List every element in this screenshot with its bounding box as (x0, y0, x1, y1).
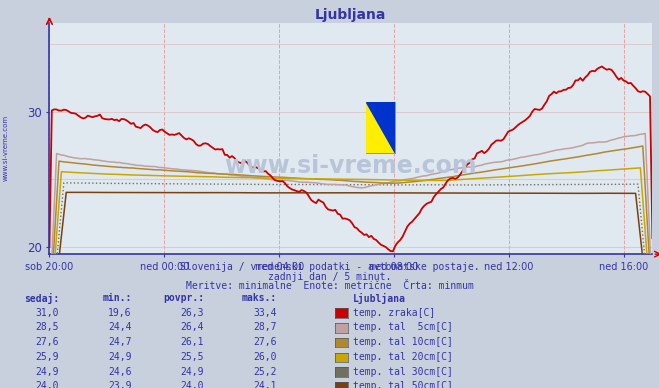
Text: 26,0: 26,0 (253, 352, 277, 362)
Text: 24,6: 24,6 (108, 367, 132, 377)
Polygon shape (366, 102, 395, 152)
Text: temp. tal 50cm[C]: temp. tal 50cm[C] (353, 381, 453, 388)
Text: povpr.:: povpr.: (163, 293, 204, 303)
Text: 25,2: 25,2 (253, 367, 277, 377)
Text: min.:: min.: (102, 293, 132, 303)
Text: 26,3: 26,3 (181, 308, 204, 318)
Text: www.si-vreme.com: www.si-vreme.com (225, 154, 477, 178)
Text: temp. tal 20cm[C]: temp. tal 20cm[C] (353, 352, 453, 362)
Text: 27,6: 27,6 (36, 337, 59, 347)
Polygon shape (366, 102, 395, 152)
Text: 25,9: 25,9 (36, 352, 59, 362)
Text: Ljubljana: Ljubljana (353, 293, 405, 304)
Text: 24,0: 24,0 (181, 381, 204, 388)
Text: maks.:: maks.: (242, 293, 277, 303)
Text: 26,1: 26,1 (181, 337, 204, 347)
Text: 24,9: 24,9 (108, 352, 132, 362)
Text: 24,4: 24,4 (108, 322, 132, 333)
Text: 19,6: 19,6 (108, 308, 132, 318)
Text: 26,4: 26,4 (181, 322, 204, 333)
Text: 24,9: 24,9 (181, 367, 204, 377)
Title: Ljubljana: Ljubljana (315, 8, 387, 22)
Text: 28,7: 28,7 (253, 322, 277, 333)
Text: 31,0: 31,0 (36, 308, 59, 318)
Text: 27,6: 27,6 (253, 337, 277, 347)
Text: 25,5: 25,5 (181, 352, 204, 362)
Text: temp. tal 30cm[C]: temp. tal 30cm[C] (353, 367, 453, 377)
Text: www.si-vreme.com: www.si-vreme.com (2, 114, 9, 180)
Text: 24,0: 24,0 (36, 381, 59, 388)
Text: sedaj:: sedaj: (24, 293, 59, 304)
Text: zadnji dan / 5 minut.: zadnji dan / 5 minut. (268, 272, 391, 282)
Text: Slovenija / vremenski podatki - avtomatske postaje.: Slovenija / vremenski podatki - avtomats… (180, 262, 479, 272)
Text: 24,1: 24,1 (253, 381, 277, 388)
Text: 24,7: 24,7 (108, 337, 132, 347)
Text: 24,9: 24,9 (36, 367, 59, 377)
Text: 28,5: 28,5 (36, 322, 59, 333)
Text: temp. tal  5cm[C]: temp. tal 5cm[C] (353, 322, 453, 333)
Text: Meritve: minimalne  Enote: metrične  Črta: minmum: Meritve: minimalne Enote: metrične Črta:… (186, 281, 473, 291)
Text: temp. tal 10cm[C]: temp. tal 10cm[C] (353, 337, 453, 347)
Text: 23,9: 23,9 (108, 381, 132, 388)
Text: 33,4: 33,4 (253, 308, 277, 318)
Text: temp. zraka[C]: temp. zraka[C] (353, 308, 435, 318)
